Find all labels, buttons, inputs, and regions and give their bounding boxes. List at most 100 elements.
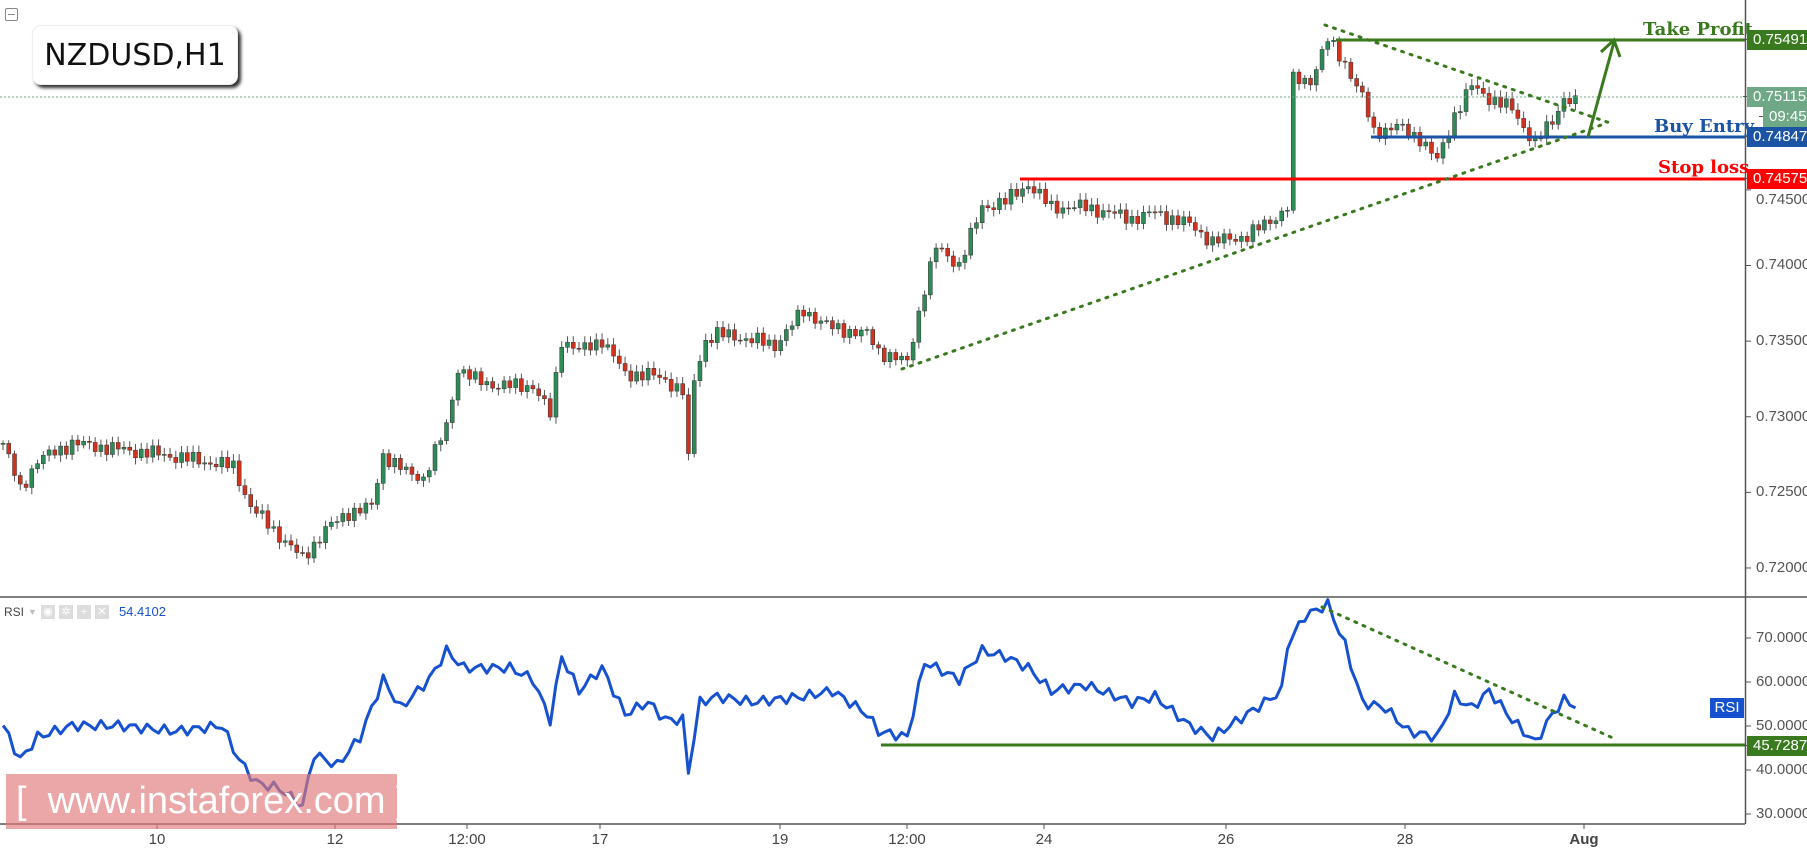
- candle: [1204, 226, 1210, 250]
- candle-body: [380, 453, 386, 484]
- candle-body: [231, 460, 236, 469]
- candle: [1417, 126, 1423, 152]
- candle: [1527, 120, 1532, 147]
- candle: [807, 307, 812, 321]
- candle: [565, 336, 570, 353]
- current-price-tag: 0.75115: [1743, 87, 1807, 107]
- candle: [743, 332, 749, 348]
- rsi-axis-label: 40.0000: [1756, 761, 1807, 778]
- candle-body: [167, 454, 173, 458]
- candle-body: [1331, 40, 1336, 42]
- candle-body: [1267, 219, 1273, 224]
- candle: [1239, 231, 1244, 249]
- candle: [92, 437, 98, 457]
- dropdown-icon[interactable]: ▼: [28, 606, 37, 617]
- price-axis-label: 0.72500: [1756, 483, 1807, 501]
- candle-body: [847, 329, 852, 338]
- candle: [1129, 209, 1135, 227]
- watermark-logo: [ www.instaforex.com ]: [6, 774, 397, 829]
- candle: [409, 463, 415, 482]
- candle-body: [490, 381, 495, 389]
- candle: [1043, 182, 1048, 208]
- candle: [761, 327, 766, 352]
- candle-body: [271, 526, 276, 529]
- candle: [1423, 136, 1428, 151]
- candle: [766, 334, 772, 350]
- time-axis-label: 26: [1217, 831, 1235, 848]
- candle: [236, 454, 242, 492]
- candle: [812, 307, 818, 329]
- candle: [1567, 91, 1572, 107]
- candle: [697, 354, 703, 387]
- candle-body: [64, 445, 69, 455]
- candle-body: [1325, 41, 1331, 50]
- candle-body: [444, 422, 449, 441]
- collapse-icon[interactable]: [5, 8, 18, 21]
- close-icon[interactable]: ✕: [94, 604, 109, 619]
- candle: [23, 480, 29, 492]
- candle: [1475, 79, 1480, 95]
- candle: [668, 372, 674, 398]
- candle-body: [392, 458, 397, 468]
- candle: [213, 457, 219, 472]
- candle-body: [1365, 91, 1371, 118]
- candle-body: [703, 339, 708, 362]
- candle-body: [1440, 142, 1446, 159]
- gear-icon[interactable]: ✲: [58, 604, 73, 619]
- candle-body: [853, 329, 858, 337]
- candle-body: [697, 361, 703, 381]
- eye-icon[interactable]: ◉: [40, 604, 55, 619]
- candle: [167, 447, 173, 461]
- candle-body: [634, 371, 639, 382]
- candle: [1285, 206, 1290, 218]
- candle-body: [858, 329, 864, 337]
- candle: [726, 323, 732, 344]
- plus-icon[interactable]: +: [76, 604, 91, 619]
- candle-body: [1486, 93, 1492, 105]
- candle-body: [1406, 123, 1411, 137]
- candle-body: [1204, 231, 1210, 246]
- candle-body: [1135, 216, 1140, 224]
- candle-body: [202, 462, 207, 465]
- candle: [1210, 231, 1215, 252]
- candle-body: [749, 338, 755, 344]
- candle: [542, 389, 547, 406]
- candle: [611, 338, 616, 363]
- candle-body: [306, 552, 311, 559]
- candle: [789, 320, 795, 336]
- candle-body: [277, 526, 282, 543]
- candle: [375, 478, 380, 510]
- candle: [974, 217, 979, 235]
- candle-body: [824, 320, 829, 322]
- candle: [69, 435, 75, 461]
- candle: [738, 333, 743, 345]
- candle-body: [1193, 222, 1198, 231]
- candle: [346, 508, 351, 526]
- candle: [473, 367, 478, 384]
- candle: [363, 498, 369, 520]
- candle-body: [179, 452, 184, 463]
- candle: [570, 336, 576, 355]
- candle: [1095, 198, 1100, 224]
- candle-body: [311, 541, 317, 559]
- candle-body: [559, 347, 564, 373]
- candle: [1371, 112, 1377, 135]
- candle: [380, 449, 386, 491]
- candle: [634, 365, 639, 385]
- candle-body: [144, 448, 150, 458]
- candle: [979, 199, 985, 229]
- candle: [1158, 205, 1164, 217]
- candle: [1216, 231, 1221, 248]
- candle-body: [1037, 188, 1043, 194]
- candle: [1383, 123, 1388, 145]
- candle-body: [1262, 219, 1267, 231]
- candle: [1434, 147, 1440, 163]
- candle: [1486, 86, 1492, 112]
- buy-entry-price-tag: 0.74847: [1743, 127, 1807, 147]
- candle-body: [455, 372, 461, 401]
- time-axis-label: 12: [326, 831, 344, 848]
- candle-body: [755, 332, 760, 344]
- candle-body: [104, 444, 109, 455]
- candle: [1331, 36, 1336, 47]
